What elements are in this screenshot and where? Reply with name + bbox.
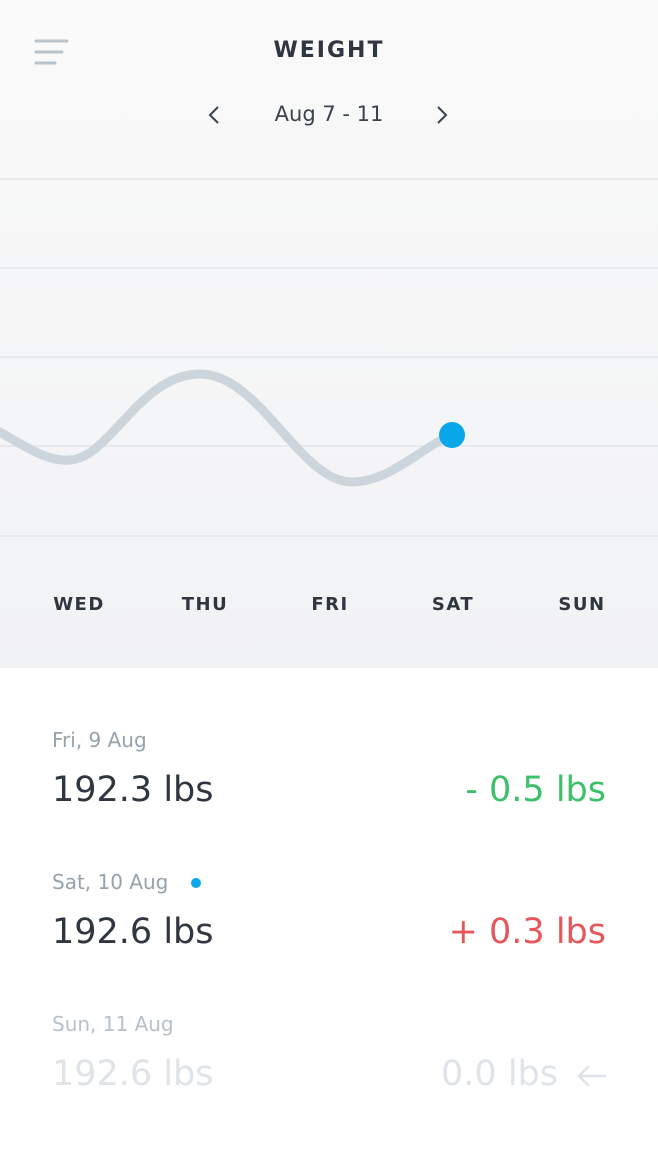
back-arrow[interactable] bbox=[576, 1064, 608, 1088]
day-label: FRI bbox=[311, 594, 349, 615]
entry-weight: 192.6 lbs bbox=[52, 912, 214, 952]
entry-change: 0.0 lbs bbox=[441, 1054, 558, 1094]
entry-date: Fri, 9 Aug bbox=[52, 728, 147, 752]
entry-date: Sat, 10 Aug bbox=[52, 870, 169, 894]
next-arrow[interactable] bbox=[437, 106, 448, 124]
menu-icon[interactable] bbox=[34, 39, 69, 65]
weight-line bbox=[0, 369, 457, 487]
day-label: SAT bbox=[431, 594, 475, 615]
selected-point[interactable] bbox=[439, 422, 465, 448]
entry-date: Sun, 11 Aug bbox=[52, 1012, 174, 1036]
entry-weight: 192.3 lbs bbox=[52, 770, 214, 810]
grid bbox=[0, 178, 658, 537]
chart bbox=[0, 39, 658, 537]
selected-dot bbox=[191, 878, 201, 888]
day-label: WED bbox=[53, 594, 105, 615]
day-label: THU bbox=[181, 594, 229, 615]
title: WEIGHT bbox=[273, 38, 385, 63]
entry-change: + 0.3 lbs bbox=[448, 912, 606, 952]
prev-arrow[interactable] bbox=[208, 106, 219, 124]
date-range: Aug 7 - 11 bbox=[274, 102, 384, 126]
chart-panel: WEIGHT Aug 7 - 11 WED THU FRI SAT SUN bbox=[0, 0, 658, 668]
entry-change: - 0.5 lbs bbox=[465, 770, 606, 810]
entry-weight: 192.6 lbs bbox=[52, 1054, 214, 1094]
day-label: SUN bbox=[558, 594, 606, 615]
